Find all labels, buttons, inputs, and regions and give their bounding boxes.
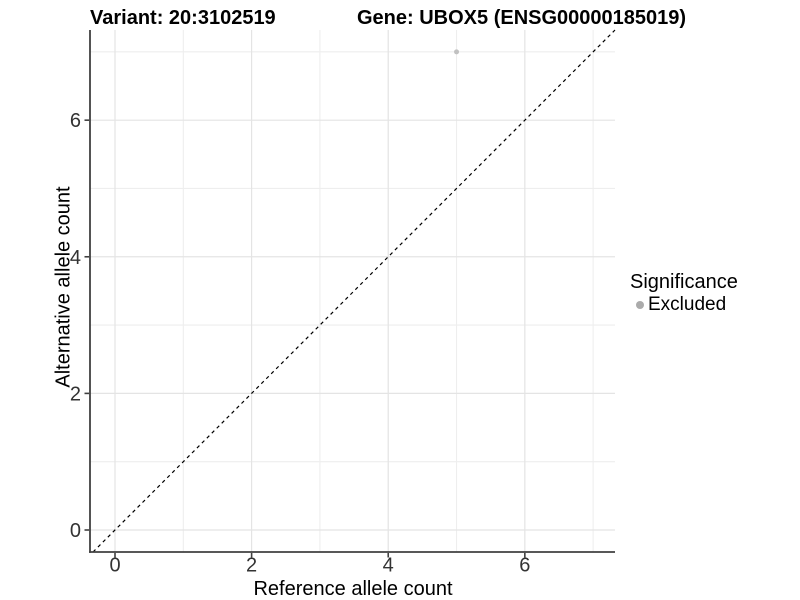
plot-title-variant: Variant: 20:3102519 <box>90 7 276 29</box>
tick-marks <box>84 119 526 558</box>
legend-title: Significance <box>630 271 738 293</box>
y-tick-label: 4 <box>70 247 81 269</box>
legend-point-icon <box>636 300 644 309</box>
legend-entry-excluded: Excluded <box>630 295 738 314</box>
y-tick-label: 2 <box>70 383 81 405</box>
legend-entry-label: Excluded <box>648 294 727 315</box>
x-tick-labels: 0 2 4 6 <box>109 555 530 577</box>
x-tick-label: 6 <box>519 555 530 577</box>
y-tick-label: 6 <box>70 110 81 132</box>
y-tick-label: 0 <box>70 520 81 542</box>
axis-lines <box>89 30 615 553</box>
plot-title-gene: Gene: UBOX5 (ENSG00000185019) <box>357 7 687 29</box>
y-tick-labels: 0 2 4 6 <box>70 110 81 542</box>
y-axis-title: Alternative allele count <box>52 186 75 388</box>
major-gridlines <box>90 30 615 552</box>
identity-line <box>92 29 616 553</box>
minor-gridlines <box>90 30 615 552</box>
x-tick-label: 0 <box>109 555 120 577</box>
data-points <box>454 49 460 55</box>
point-excluded <box>454 49 460 55</box>
x-tick-label: 2 <box>246 555 257 577</box>
x-axis-title: Reference allele count <box>253 578 453 600</box>
x-tick-label: 4 <box>383 555 394 577</box>
legend: Significance Excluded <box>630 271 738 315</box>
